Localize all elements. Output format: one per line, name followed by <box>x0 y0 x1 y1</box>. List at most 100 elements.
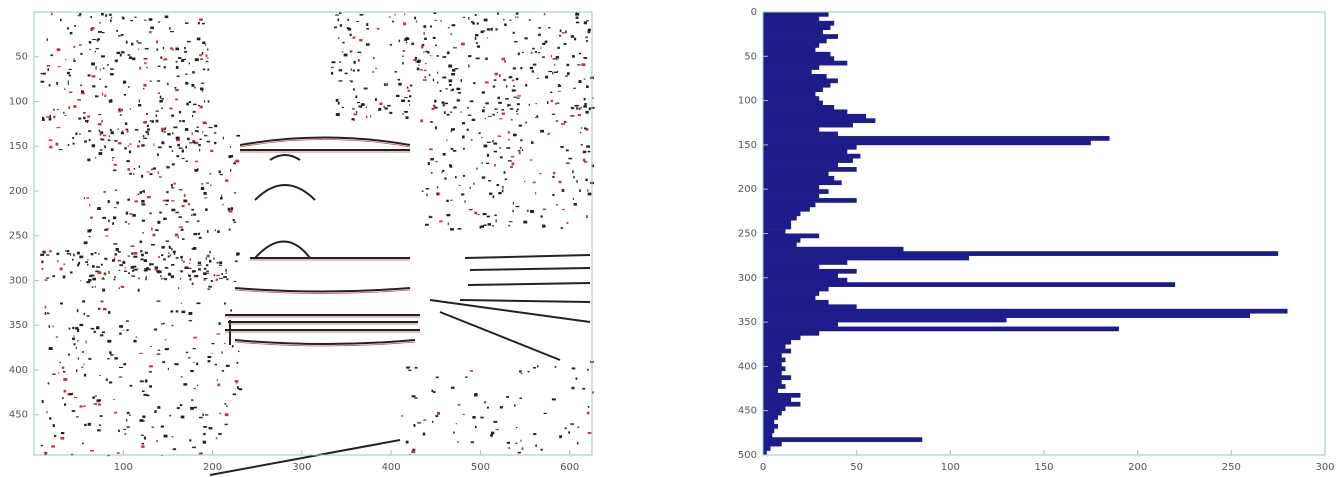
edge-speck <box>50 54 52 56</box>
edge-speck <box>118 128 119 129</box>
edge-speck <box>67 250 70 252</box>
edge-speck <box>521 440 522 442</box>
bar <box>763 34 838 39</box>
edge-speck <box>92 286 94 287</box>
edge-speck <box>509 447 510 449</box>
edge-speck <box>149 18 153 21</box>
edge-speck <box>129 213 132 215</box>
edge-speck <box>554 64 555 65</box>
bar <box>763 56 834 61</box>
edge-speck <box>588 29 591 32</box>
edge-speck <box>171 200 174 201</box>
edge-speck <box>73 105 76 108</box>
edge-speck <box>555 103 556 105</box>
edge-speck <box>77 264 79 267</box>
edge-speck <box>207 288 210 289</box>
edge-speck <box>474 393 478 396</box>
edge-speck <box>215 364 217 365</box>
edge-speck <box>581 127 583 128</box>
edge-speck <box>519 370 522 372</box>
edge-speck <box>113 399 115 400</box>
edge-speck <box>587 412 589 415</box>
x-tick-label: 250 <box>1222 462 1241 473</box>
edge-speck <box>129 150 131 153</box>
edge-speck <box>437 413 440 415</box>
edge-speck <box>584 21 587 24</box>
edge-speck <box>236 135 240 137</box>
edge-speck <box>487 37 488 38</box>
edge-speck <box>204 135 206 137</box>
edge-speck <box>472 23 475 25</box>
edge-speck <box>181 303 182 304</box>
edge-speck <box>102 139 105 141</box>
edge-speck <box>73 58 74 61</box>
edge-speck <box>176 310 179 312</box>
edge-speck <box>161 254 163 256</box>
edge-speck <box>102 331 105 333</box>
edge-speck <box>150 212 152 214</box>
edge-speck <box>568 431 570 433</box>
y-tick-label: 200 <box>9 186 28 197</box>
edge-speck <box>353 61 355 64</box>
edge-speck <box>180 270 183 271</box>
edge-speck <box>156 120 159 123</box>
edge-speck <box>187 138 190 141</box>
edge-speck <box>508 139 509 140</box>
edge-speck <box>217 383 220 386</box>
edge-speck <box>205 122 207 124</box>
edge-speck <box>334 26 337 28</box>
edge-speck <box>219 413 221 415</box>
edge-speck <box>370 115 371 118</box>
bar <box>763 65 819 70</box>
edge-speck <box>485 401 486 402</box>
edge-speck <box>119 287 120 289</box>
y-tick-label: 150 <box>9 141 28 152</box>
edge-speck <box>508 225 510 227</box>
edge-speck <box>157 80 160 82</box>
edge-speck <box>158 270 162 273</box>
edge-speck <box>188 320 192 321</box>
edge-speck <box>117 452 120 454</box>
edge-speck <box>98 31 102 33</box>
bar <box>763 269 857 274</box>
edge-speck <box>516 12 519 14</box>
edge-speck <box>150 27 154 30</box>
edge-speck <box>101 264 103 266</box>
y-tick-label: 150 <box>738 140 757 151</box>
edge-speck <box>133 266 136 268</box>
edge-speck <box>107 64 109 65</box>
edge-speck <box>201 187 204 190</box>
edge-speck <box>437 72 438 74</box>
edge-speck <box>483 107 485 109</box>
edge-speck <box>420 119 423 122</box>
edge-speck <box>416 20 417 22</box>
edge-speck <box>126 160 129 162</box>
edge-speck <box>177 75 180 77</box>
edge-speck <box>434 12 437 14</box>
edge-speck <box>459 185 461 186</box>
edge-speck <box>520 67 522 69</box>
edge-speck <box>487 216 490 218</box>
edge-speck <box>544 13 545 15</box>
edge-speck <box>207 49 208 51</box>
edge-speck <box>513 67 516 69</box>
edge-speck <box>55 143 58 146</box>
edge-speck <box>178 57 182 59</box>
edge-speck <box>153 143 154 146</box>
edge-speck <box>483 145 487 148</box>
edge-speck <box>99 133 102 134</box>
edge-speck <box>210 185 211 186</box>
edge-speck <box>143 88 144 89</box>
bar <box>763 282 1175 287</box>
edge-speck <box>501 109 504 111</box>
edge-speck <box>95 157 96 158</box>
edge-speck <box>335 15 339 16</box>
edge-speck <box>206 257 207 259</box>
y-tick-label: 50 <box>15 52 28 63</box>
edge-speck <box>188 203 190 205</box>
edge-speck <box>373 57 375 59</box>
edge-speck <box>214 274 215 276</box>
edge-speck <box>342 42 344 44</box>
edge-speck <box>422 191 424 192</box>
edge-speck <box>124 271 127 272</box>
